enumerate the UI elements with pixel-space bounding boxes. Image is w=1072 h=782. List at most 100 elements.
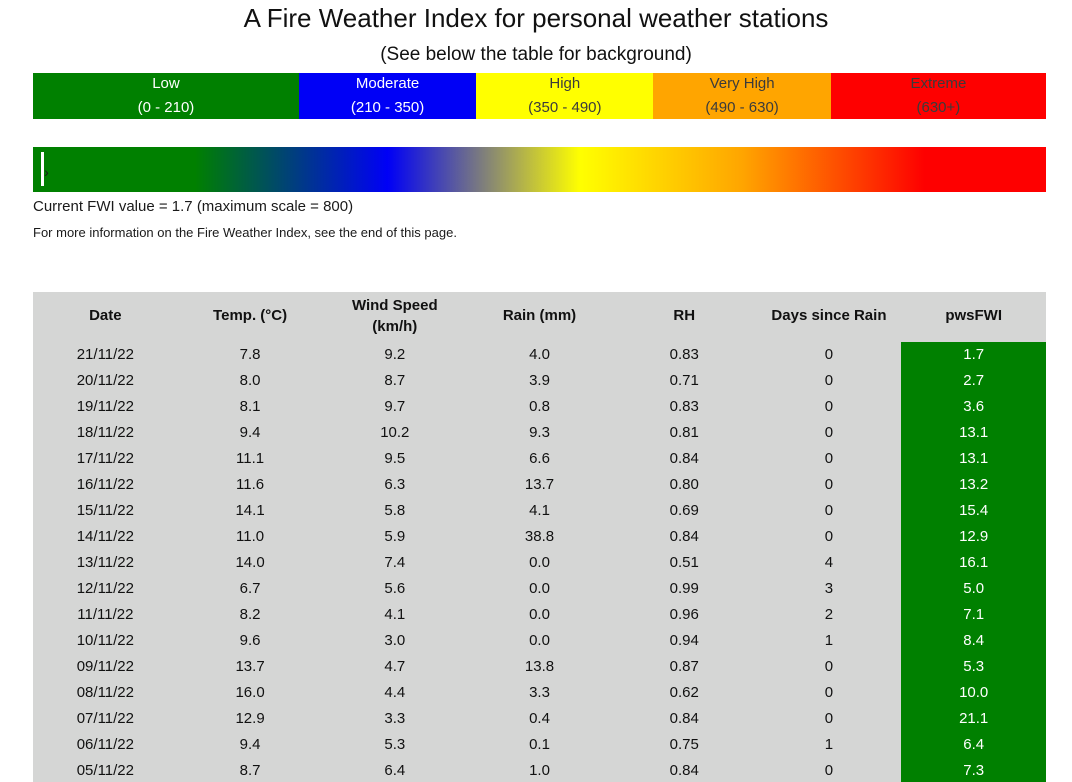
cell-rh: 0.69: [669, 501, 699, 519]
cell-temp: 9.6: [239, 631, 261, 649]
cell-temp: 11.0: [236, 527, 265, 545]
cell-days-since-rain: 1: [824, 735, 834, 753]
column-header-wind-speed: Wind Speed (km/h): [351, 297, 438, 335]
cell-pwsfwi: 15.4: [901, 497, 1047, 524]
cell-days-since-rain: 0: [824, 423, 834, 441]
cell-date: 13/11/22: [76, 553, 134, 571]
table-row: 09/11/22 13.7 4.7 13.8 0.87 0 5.3: [33, 653, 1047, 680]
cell-temp: 14.0: [235, 553, 265, 571]
cell-date: 06/11/22: [76, 735, 134, 753]
cell-pwsfwi: 2.7: [901, 367, 1047, 394]
table-body: 21/11/22 7.8 9.2 4.0 0.83 0 1.7 20/11/22 8.0 8.7 3…: [33, 341, 1047, 782]
table-row: 18/11/22 9.4 10.2 9.3 0.81 0 13.1: [33, 419, 1047, 446]
cell-rh: 0.62: [669, 683, 699, 701]
column-header-date: Date: [89, 307, 122, 325]
cell-rh: 0.75: [669, 735, 699, 753]
cell-temp: 8.1: [239, 397, 261, 415]
cell-pwsfwi: 5.3: [901, 653, 1047, 680]
cell-pwsfwi: 1.7: [901, 341, 1047, 368]
column-header-days-since-rain: Days since Rain: [771, 307, 887, 325]
cell-rain: 0.1: [529, 735, 550, 753]
cell-days-since-rain: 0: [824, 475, 834, 493]
cell-temp: 13.7: [235, 657, 265, 675]
cell-pwsfwi: 8.4: [901, 627, 1047, 654]
cell-wind: 9.7: [384, 397, 406, 415]
cell-temp: 8.2: [239, 605, 261, 623]
cell-wind: 7.4: [384, 553, 406, 571]
legend-category-range: (0 - 210): [137, 98, 195, 116]
cell-rh: 0.94: [669, 631, 699, 649]
cell-days-since-rain: 0: [824, 449, 834, 467]
legend-category-range: (210 - 350): [350, 98, 425, 116]
cell-rain: 4.0: [529, 345, 550, 363]
cell-rh: 0.80: [669, 475, 699, 493]
table-header-row: Date Temp. (°C) Wind Speed (km/h) Rain (mm) R…: [33, 291, 1046, 342]
fwi-current-value-marker: ›: [41, 151, 49, 186]
legend-category-label: Moderate: [355, 74, 420, 92]
cell-rh: 0.84: [669, 449, 699, 467]
table-row: 06/11/22 9.4 5.3 0.1 0.75 1 6.4: [33, 731, 1047, 758]
legend-segment-high: High (350 - 490): [476, 72, 654, 119]
cell-temp: 7.8: [239, 345, 261, 363]
cell-temp: 9.4: [239, 423, 261, 441]
cell-rh: 0.51: [669, 553, 699, 571]
fwi-gradient-bar: ›: [33, 146, 1046, 192]
cell-days-since-rain: 0: [824, 501, 834, 519]
cell-pwsfwi: 6.4: [901, 731, 1047, 758]
cell-wind: 4.7: [384, 657, 406, 675]
cell-pwsfwi: 10.0: [901, 679, 1047, 706]
cell-wind: 3.0: [384, 631, 406, 649]
cell-rh: 0.84: [669, 709, 699, 727]
legend-segment-moderate: Moderate (210 - 350): [298, 72, 477, 119]
table-row: 21/11/22 7.8 9.2 4.0 0.83 0 1.7: [33, 341, 1047, 368]
cell-rh: 0.84: [669, 761, 699, 779]
table-row: 19/11/22 8.1 9.7 0.8 0.83 0 3.6: [33, 393, 1047, 420]
cell-rh: 0.83: [669, 397, 699, 415]
cell-wind: 10.2: [380, 423, 410, 441]
cell-date: 08/11/22: [76, 683, 134, 701]
table-row: 07/11/22 12.9 3.3 0.4 0.84 0 21.1: [33, 705, 1047, 732]
cell-days-since-rain: 0: [824, 761, 834, 779]
cell-date: 14/11/22: [76, 527, 134, 545]
cell-wind: 9.5: [384, 449, 406, 467]
fwi-legend-bar: Low (0 - 210) Moderate (210 - 350) High (350 …: [33, 72, 1047, 119]
cell-rh: 0.83: [669, 345, 699, 363]
cell-temp: 11.6: [236, 475, 265, 493]
cell-temp: 8.7: [239, 761, 261, 779]
cell-wind: 3.3: [384, 709, 406, 727]
cell-rain: 0.0: [529, 553, 550, 571]
column-header-rh: RH: [673, 307, 696, 325]
table-row: 13/11/22 14.0 7.4 0.0 0.51 4 16.1: [33, 549, 1047, 576]
cell-rain: 0.0: [529, 631, 550, 649]
table-row: 12/11/22 6.7 5.6 0.0 0.99 3 5.0: [33, 575, 1047, 602]
cell-pwsfwi: 13.1: [901, 419, 1047, 446]
cell-rh: 0.84: [669, 527, 699, 545]
cell-rain: 1.0: [529, 761, 550, 779]
cell-temp: 6.7: [239, 579, 261, 597]
cell-wind: 5.6: [384, 579, 406, 597]
column-header-temp-c: Temp. (°C): [213, 307, 288, 325]
legend-category-range: (490 - 630): [705, 98, 779, 116]
cell-pwsfwi: 16.1: [901, 549, 1047, 576]
cell-date: 10/11/22: [76, 631, 134, 649]
cell-rh: 0.81: [669, 423, 699, 441]
cell-rain: 38.8: [524, 527, 555, 545]
cell-temp: 8.0: [239, 371, 261, 389]
cell-pwsfwi: 3.6: [901, 393, 1047, 420]
cell-rain: 9.3: [529, 423, 550, 441]
cell-temp: 14.1: [235, 501, 265, 519]
cell-temp: 11.1: [236, 449, 265, 467]
cell-date: 15/11/22: [76, 501, 134, 519]
cell-temp: 9.4: [239, 735, 261, 753]
cell-date: 07/11/22: [76, 709, 134, 727]
cell-rain: 0.4: [529, 709, 550, 727]
cell-wind: 4.4: [384, 683, 406, 701]
cell-wind: 5.8: [384, 501, 406, 519]
cell-date: 19/11/22: [76, 397, 134, 415]
table-row: 10/11/22 9.6 3.0 0.0 0.94 1 8.4: [33, 627, 1047, 654]
cell-days-since-rain: 1: [824, 631, 834, 649]
cell-pwsfwi: 7.1: [901, 601, 1047, 628]
table-row: 08/11/22 16.0 4.4 3.3 0.62 0 10.0: [33, 679, 1047, 706]
legend-category-label: Extreme: [910, 74, 967, 92]
cell-date: 20/11/22: [76, 371, 134, 389]
